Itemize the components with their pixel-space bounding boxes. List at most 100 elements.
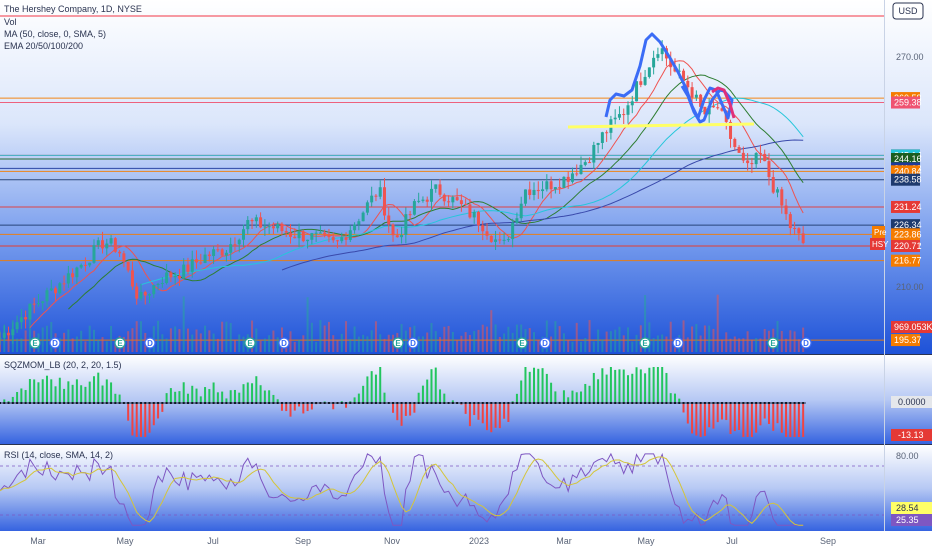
momentum-bar (537, 368, 540, 403)
moving-average-line (68, 74, 804, 310)
momentum-bar (755, 403, 758, 433)
volume-bar (550, 336, 553, 352)
squeeze-dot (567, 402, 570, 404)
head-and-shoulders-shoulder (711, 86, 736, 119)
momentum-bar (498, 403, 501, 429)
volume-bar (7, 333, 10, 352)
candle-body (224, 252, 228, 256)
squeeze-dot (580, 402, 583, 404)
candle-body (784, 205, 788, 215)
volume-bar (725, 332, 728, 352)
volume-bar (225, 321, 228, 352)
candle-body (378, 187, 382, 197)
volume-bar (135, 321, 138, 352)
momentum-bar (703, 403, 706, 437)
squeeze-dot (703, 402, 706, 404)
squeeze-dot (33, 402, 36, 404)
volume-bar (45, 325, 48, 352)
squeeze-dot (349, 402, 352, 404)
rsi-tick-80: 80.00 (896, 451, 919, 461)
volume-bar (131, 328, 134, 352)
currency-button[interactable]: USD (892, 2, 924, 20)
momentum-bar (161, 403, 164, 412)
volume-bar (733, 336, 736, 352)
volume-bar (776, 321, 779, 352)
squeeze-dot (584, 402, 587, 404)
momentum-bar (486, 403, 489, 431)
volume-bar (716, 294, 719, 352)
indicator-ma[interactable]: MA (50, close, 0, SMA, 5) (4, 29, 106, 39)
volume-bar (554, 321, 557, 352)
volume-bar (691, 326, 694, 352)
candle-body (327, 234, 331, 238)
level-label: 220.71 (894, 241, 922, 251)
candle-body (404, 214, 408, 235)
momentum-bar (33, 379, 36, 403)
volume-bar (494, 324, 497, 352)
volume-bar (661, 334, 664, 352)
candle-body (489, 235, 493, 242)
momentum-bar (626, 375, 629, 403)
volume-bar (362, 334, 365, 352)
momentum-bar (118, 394, 121, 403)
head-and-shoulders-pattern (604, 32, 734, 124)
volume-bar (374, 321, 377, 352)
volume-bar (255, 328, 258, 352)
candle-body (75, 267, 79, 278)
candle-body (113, 238, 117, 252)
squeeze-dot (789, 402, 792, 404)
candle-body (532, 189, 536, 196)
indicator-vol[interactable]: Vol (4, 17, 17, 27)
squeeze-dot (208, 402, 211, 404)
squeeze-dot (481, 402, 484, 404)
momentum-bar (746, 403, 749, 437)
earnings-marker-label: E (117, 339, 123, 348)
volume-bar (597, 329, 600, 352)
candle-body (344, 237, 348, 240)
candle-body (284, 231, 288, 233)
squeeze-dot (443, 402, 446, 404)
squeeze-dot (511, 402, 514, 404)
squeeze-dot (533, 402, 536, 404)
candle-body (776, 189, 780, 193)
candle-body (58, 283, 62, 294)
candle-body (152, 285, 156, 295)
candle-body (242, 229, 246, 240)
momentum-bar (507, 403, 510, 422)
earnings-marker (29, 337, 41, 349)
momentum-bar (127, 403, 130, 421)
currency-button-label[interactable]: USD (898, 6, 918, 16)
candle-body (511, 222, 515, 240)
squeeze-dot (289, 402, 292, 404)
candle-body (173, 275, 177, 278)
volume-bar (71, 338, 74, 352)
candle-body (49, 288, 53, 291)
rsi-ma-label: 28.54 (891, 502, 932, 514)
squeeze-dot (468, 402, 471, 404)
momentum-bar (20, 388, 23, 403)
squeeze-dot (456, 402, 459, 404)
moving-average-line (281, 139, 804, 271)
volume-bar (515, 324, 518, 352)
volume-bar (139, 321, 142, 352)
volume-bar (738, 338, 741, 352)
candle-body (182, 264, 186, 279)
neckline (567, 122, 755, 129)
momentum-bar (92, 376, 95, 403)
momentum-title[interactable]: SQZMOM_LB (20, 2, 20, 1.5) (4, 360, 122, 370)
momentum-bar (597, 379, 600, 403)
squeeze-dot (63, 402, 66, 404)
squeeze-dot (327, 402, 330, 404)
volume-bar (562, 333, 565, 352)
level-label: 216.77 (894, 256, 922, 266)
rsi-title[interactable]: RSI (14, close, SMA, 14, 2) (4, 450, 113, 460)
momentum-bar (635, 367, 638, 403)
momentum-bar (191, 385, 194, 403)
volume-bar (614, 329, 617, 352)
volume-bar (233, 340, 236, 352)
indicator-ema[interactable]: EMA 20/50/100/200 (4, 41, 83, 51)
volume-bar (212, 333, 215, 352)
squeeze-dot (558, 402, 561, 404)
squeeze-dot (161, 402, 164, 404)
